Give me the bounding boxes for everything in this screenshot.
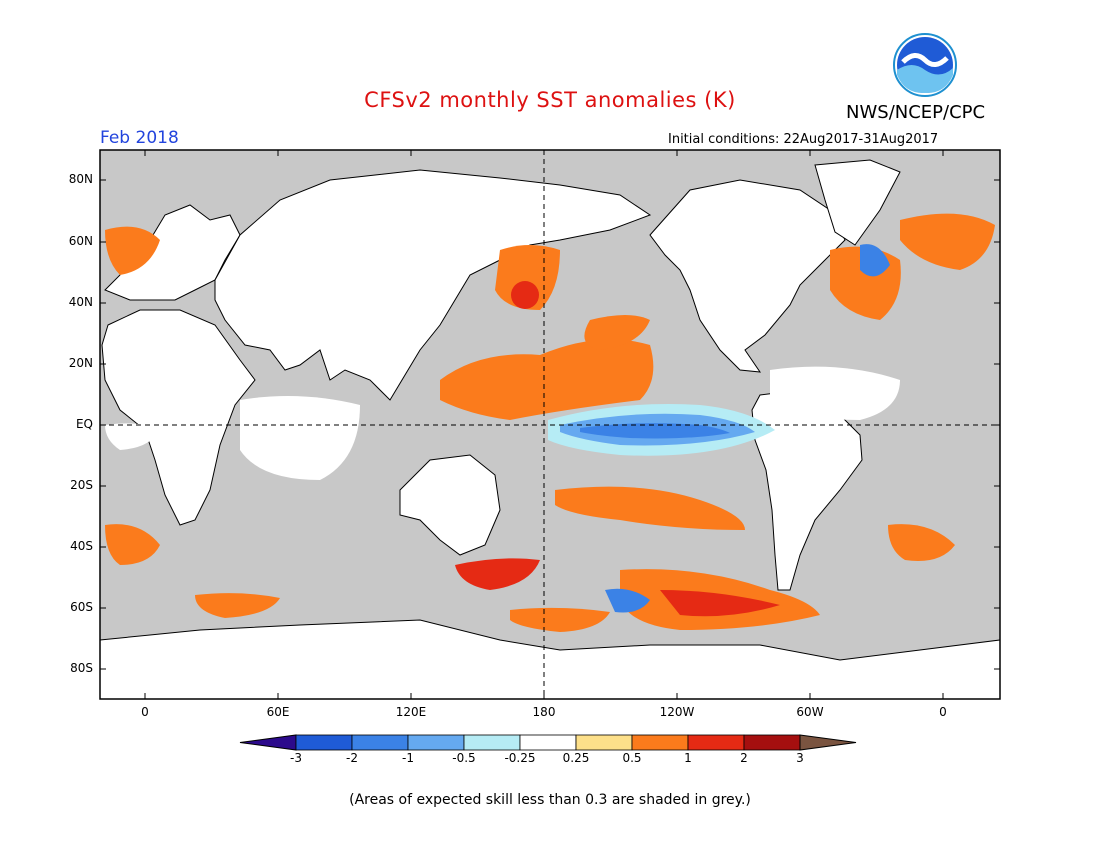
colorbar-tick-label: -0.25 [504,751,536,765]
colorbar-tick-label: 2 [740,751,748,765]
lon-label: 120W [659,705,695,719]
lon-label: 60E [266,705,290,719]
colorbar-tick-label: 0.25 [562,751,590,765]
colorbar-tick-label: -1 [402,751,414,765]
colorbar-swatch [295,734,353,751]
colorbar-swatch [407,734,465,751]
colorbar-tick-label: 3 [796,751,804,765]
lat-label: 40S [70,539,93,553]
colorbar-swatch [463,734,521,751]
axis-ticks [100,150,1000,699]
chart-title: CFSv2 monthly SST anomalies (K) [364,88,736,112]
organization-label: NWS/NCEP/CPC [846,102,986,123]
lat-label: 20S [70,478,93,492]
skill-note: (Areas of expected skill less than 0.3 a… [349,792,751,808]
lon-label: 60W [796,705,824,719]
colorbar-tick-label: 1 [684,751,692,765]
colorbar-arrow-high [799,734,857,751]
lat-label: EQ [75,417,93,431]
lat-label: 80N [68,172,93,186]
lat-label: 20N [68,356,93,370]
colorbar-tick-label: -3 [290,751,302,765]
colorbar-tick-label: -2 [346,751,358,765]
colorbar-swatch [575,734,633,751]
lon-label: 120E [395,705,427,719]
initial-conditions-label: Initial conditions: 22Aug2017-31Aug2017 [668,132,939,147]
colorbar-tick-label: 0.5 [622,751,642,765]
colorbar-swatch [743,734,801,751]
lon-label: 0 [939,705,947,719]
lat-label: 80S [70,661,93,675]
lon-label: 0 [141,705,149,719]
colorbar-swatch [351,734,409,751]
colorbar [239,734,857,751]
landmasses [99,159,1001,700]
lat-label: 60N [68,234,93,248]
lat-label: 60S [70,600,93,614]
valid-month-label: Feb 2018 [100,128,179,148]
colorbar-arrow-low [239,734,297,751]
colorbar-tick-label: -0.5 [452,751,476,765]
colorbar-swatch [519,734,577,751]
lon-label: 180 [532,705,556,719]
colorbar-swatch [687,734,745,751]
colorbar-swatch [631,734,689,751]
anomaly-patches [105,213,995,632]
lat-label: 40N [68,295,93,309]
